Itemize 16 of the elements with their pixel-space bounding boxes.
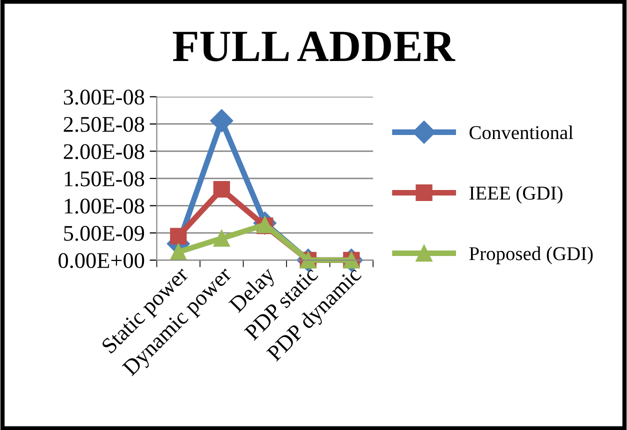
- legend-label: Proposed (GDI): [469, 246, 593, 264]
- y-tick-label: 0.00E+00: [58, 253, 144, 268]
- y-tick-label: 5.00E-09: [64, 226, 144, 241]
- point: [210, 109, 234, 132]
- y-tick-label: 1.00E-08: [64, 198, 144, 214]
- point: [213, 230, 230, 247]
- point: [170, 244, 187, 260]
- y-tick-label: 3.00E-08: [64, 90, 144, 105]
- y-tick-label: 1.50E-08: [64, 171, 144, 186]
- chart-title: FULL ADDER: [172, 32, 456, 62]
- y-tick-label: 2.50E-08: [64, 116, 144, 132]
- legend-label: Conventional: [470, 126, 574, 140]
- y-tick-label: 2.00E-08: [64, 144, 144, 160]
- point: [213, 181, 230, 198]
- point: [170, 228, 187, 245]
- legend-label: IEEE (GDI): [469, 186, 562, 204]
